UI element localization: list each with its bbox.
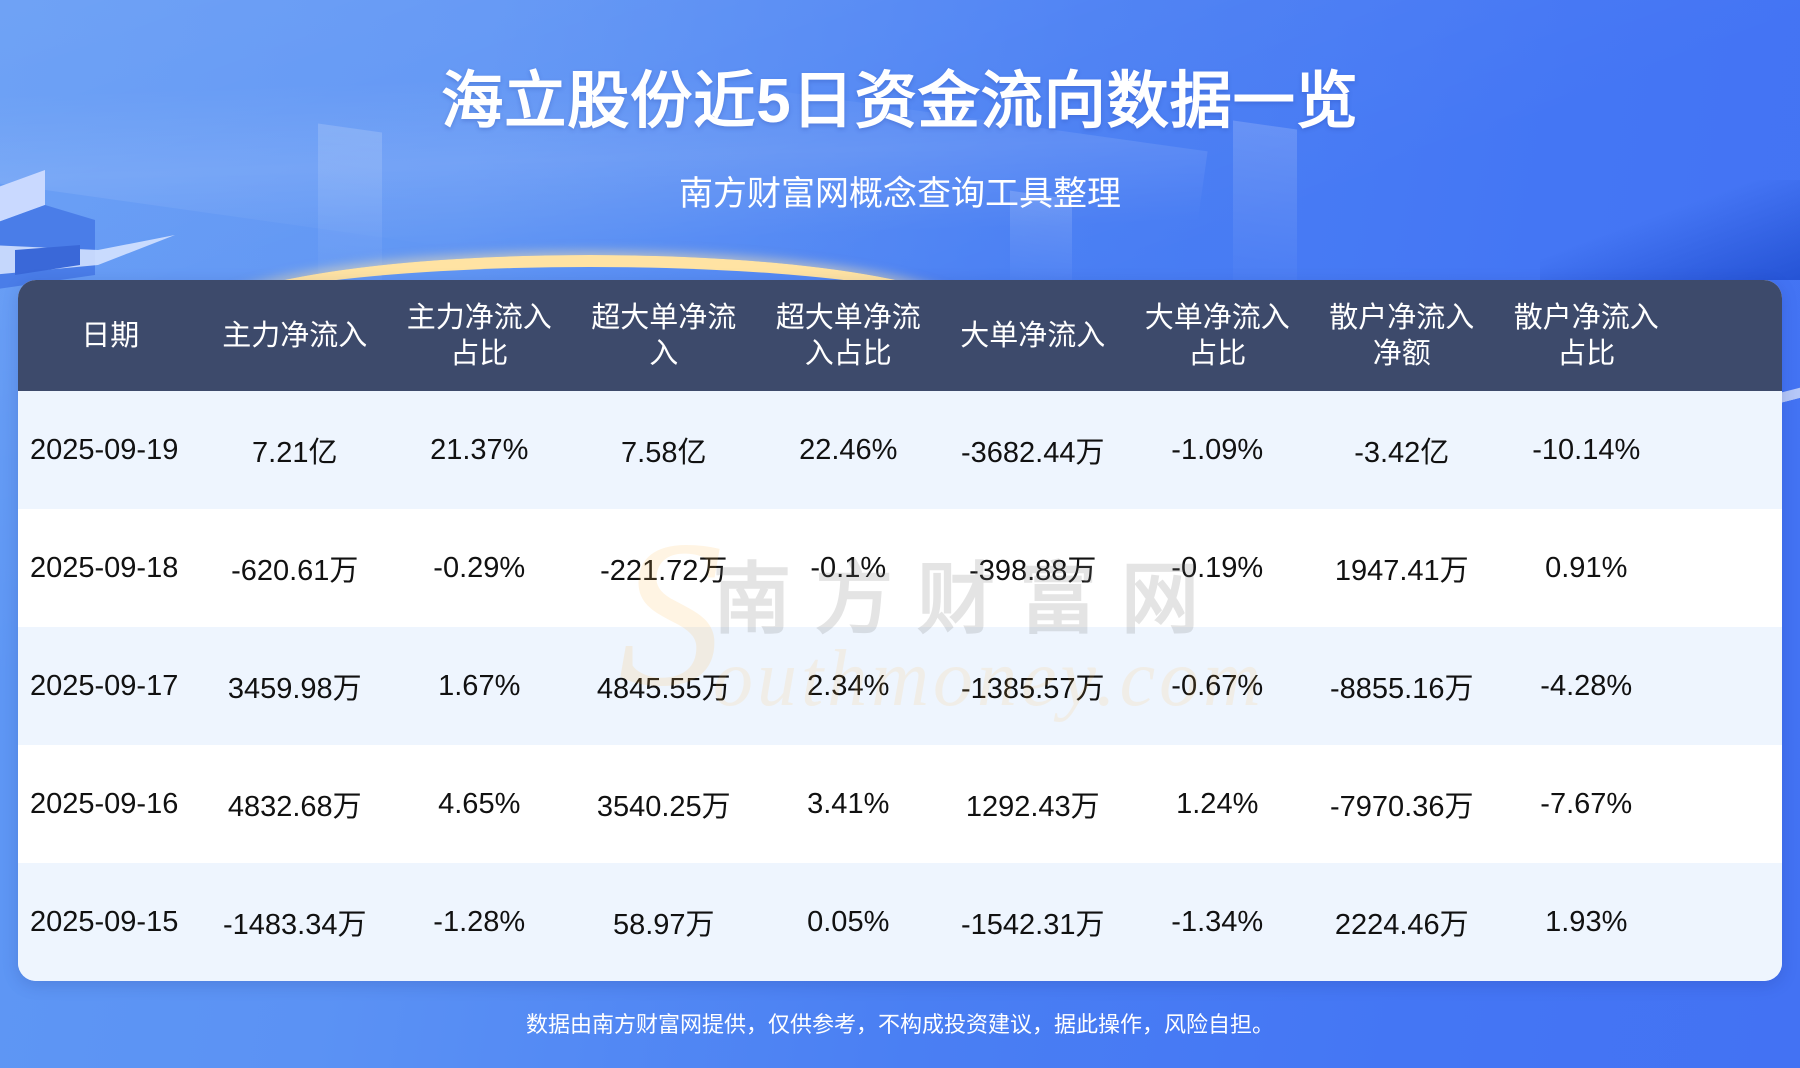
cell-large-net-inflow: -1542.31万 — [961, 909, 1105, 941]
table-row: 2025-09-16 4832.68万 4.65% 3540.25万 3.41%… — [18, 745, 1782, 863]
column-header-retail-net-inflow: 散户净流入 净额 — [1329, 301, 1475, 370]
column-header-main-net-inflow: 主力净流入 — [222, 319, 368, 352]
cell-main-net-inflow: 3459.98万 — [227, 673, 362, 705]
cell-main-net-inflow: -1483.34万 — [223, 909, 367, 941]
disclaimer-footer: 数据由南方财富网提供，仅供参考，不构成投资建议，据此操作，风险自担。 — [525, 1012, 1274, 1037]
cell-super-large-net-inflow: 3540.25万 — [596, 791, 731, 823]
table-row: 2025-09-15 -1483.34万 -1.28% 58.97万 0.05%… — [18, 863, 1782, 981]
cell-retail-net-inflow-ratio: -4.28% — [1540, 669, 1633, 702]
cell-date: 2025-09-18 — [30, 551, 179, 584]
table-body: 2025-09-19 7.21亿 21.37% 7.58亿 22.46% -36… — [18, 391, 1782, 981]
column-header-main-net-inflow-ratio: 主力净流入 占比 — [406, 301, 552, 370]
cell-super-large-net-inflow: -221.72万 — [600, 555, 728, 587]
cell-large-net-inflow-ratio: -0.67% — [1171, 669, 1264, 702]
cell-retail-net-inflow: -7970.36万 — [1330, 791, 1474, 823]
cell-super-large-net-inflow-ratio: 0.05% — [807, 905, 890, 938]
cell-large-net-inflow: -1385.57万 — [961, 673, 1105, 705]
cell-large-net-inflow-ratio: 1.24% — [1176, 787, 1259, 820]
cell-large-net-inflow: -3682.44万 — [961, 437, 1105, 469]
cell-retail-net-inflow-ratio: -10.14% — [1532, 433, 1641, 466]
page-title: 海立股份近5日资金流向数据一览 — [441, 67, 1359, 136]
cell-large-net-inflow-ratio: -0.19% — [1171, 551, 1264, 584]
cell-date: 2025-09-19 — [30, 433, 179, 466]
fund-flow-table: 日期 主力净流入 主力净流入 占比 超大单净流入 超大单净流 入占比 大单净流入 大… — [18, 280, 1782, 981]
cell-retail-net-inflow-ratio: -7.67% — [1540, 787, 1633, 820]
cell-date: 2025-09-16 — [30, 787, 179, 820]
cell-retail-net-inflow: 1947.41万 — [1334, 555, 1469, 587]
cell-main-net-inflow-ratio: 1.67% — [438, 669, 521, 702]
table-row: 2025-09-18 -620.61万 -0.29% -221.72万 -0.1… — [18, 509, 1782, 627]
column-header-date: 日期 — [81, 319, 140, 352]
cell-large-net-inflow-ratio: -1.34% — [1171, 905, 1264, 938]
cell-date: 2025-09-15 — [30, 905, 179, 938]
cell-super-large-net-inflow: 4845.55万 — [596, 673, 731, 705]
cell-main-net-inflow: 4832.68万 — [227, 791, 362, 823]
cell-super-large-net-inflow-ratio: -0.1% — [810, 551, 887, 584]
column-header-large-net-inflow: 大单净流入 — [960, 319, 1106, 352]
cell-super-large-net-inflow: 58.97万 — [612, 909, 715, 941]
column-header-super-large-net-inflow-ratio: 超大单净流 入占比 — [775, 301, 921, 370]
cell-main-net-inflow-ratio: 4.65% — [438, 787, 521, 820]
cell-super-large-net-inflow-ratio: 2.34% — [807, 669, 890, 702]
table-row: 2025-09-19 7.21亿 21.37% 7.58亿 22.46% -36… — [18, 391, 1782, 509]
cell-retail-net-inflow-ratio: 0.91% — [1545, 551, 1628, 584]
decorative-arc-shade — [1540, 180, 1800, 280]
cell-main-net-inflow: -620.61万 — [231, 555, 359, 587]
cell-retail-net-inflow: 2224.46万 — [1334, 909, 1469, 941]
cell-retail-net-inflow-ratio: 1.93% — [1545, 905, 1628, 938]
cell-main-net-inflow-ratio: -0.29% — [433, 551, 526, 584]
cell-retail-net-inflow: -8855.16万 — [1330, 673, 1474, 705]
cell-large-net-inflow-ratio: -1.09% — [1171, 433, 1264, 466]
cell-super-large-net-inflow-ratio: 3.41% — [807, 787, 890, 820]
cell-date: 2025-09-17 — [30, 669, 179, 702]
cell-large-net-inflow: 1292.43万 — [965, 791, 1100, 823]
cell-main-net-inflow-ratio: 21.37% — [430, 433, 529, 466]
column-header-retail-net-inflow-ratio: 散户净流入 占比 — [1513, 301, 1659, 370]
cell-retail-net-inflow: -3.42亿 — [1354, 437, 1450, 469]
page-subtitle: 南方财富网概念查询工具整理 — [679, 175, 1121, 213]
table-header: 日期 主力净流入 主力净流入 占比 超大单净流入 超大单净流 入占比 大单净流入 大… — [18, 280, 1782, 391]
cell-main-net-inflow-ratio: -1.28% — [433, 905, 526, 938]
cell-large-net-inflow: -398.88万 — [969, 555, 1097, 587]
column-header-super-large-net-inflow: 超大单净流入 — [591, 301, 737, 370]
cell-main-net-inflow: 7.21亿 — [252, 437, 338, 469]
building-illustration — [0, 170, 175, 289]
column-header-large-net-inflow-ratio: 大单净流入 占比 — [1144, 301, 1290, 370]
cell-super-large-net-inflow-ratio: 22.46% — [799, 433, 898, 466]
table-row: 2025-09-17 3459.98万 1.67% 4845.55万 2.34%… — [18, 627, 1782, 745]
cell-super-large-net-inflow: 7.58亿 — [621, 437, 707, 469]
